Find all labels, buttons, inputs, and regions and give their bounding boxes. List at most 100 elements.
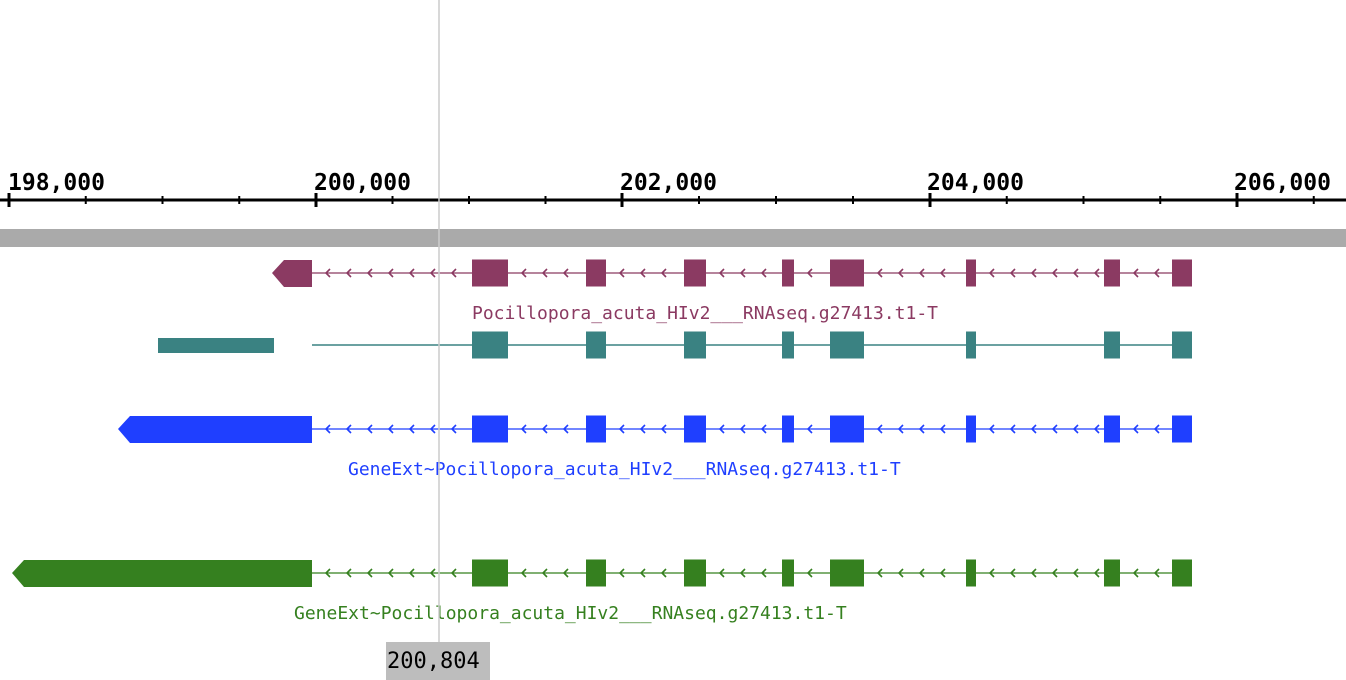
strand-chevron bbox=[1153, 268, 1160, 278]
ruler-tick-label: 204,000 bbox=[927, 170, 1024, 196]
ruler: 198,000 200,000 202,000 204,000 206,000 bbox=[0, 170, 1346, 207]
ruler-tick-label: 202,000 bbox=[620, 170, 717, 196]
strand-chevron bbox=[541, 568, 548, 578]
reference-sequence-bar[interactable] bbox=[0, 229, 1346, 247]
exon-block bbox=[684, 415, 706, 443]
strand-chevron bbox=[876, 568, 883, 578]
strand-chevron bbox=[450, 424, 457, 434]
strand-chevron bbox=[562, 424, 569, 434]
strand-chevron bbox=[366, 424, 373, 434]
strand-chevron bbox=[1009, 568, 1016, 578]
strand-chevron bbox=[408, 424, 415, 434]
exon-blocks bbox=[472, 331, 1192, 359]
strand-chevron bbox=[639, 568, 646, 578]
exon-block bbox=[1172, 559, 1192, 587]
strand-chevron bbox=[739, 268, 746, 278]
strand-chevron bbox=[718, 424, 725, 434]
strand-chevron bbox=[1051, 424, 1058, 434]
feature-name-label[interactable]: GeneExt~Pocillopora_acuta_HIv2___RNAseq.… bbox=[348, 459, 901, 480]
strand-chevron bbox=[897, 568, 904, 578]
strand-chevrons bbox=[324, 568, 1160, 578]
strand-chevron bbox=[806, 568, 813, 578]
exon-block bbox=[782, 259, 794, 287]
strand-chevron bbox=[897, 268, 904, 278]
exon-block bbox=[684, 559, 706, 587]
strand-chevron bbox=[520, 268, 527, 278]
exon-blocks bbox=[472, 559, 1192, 587]
strand-chevron bbox=[988, 424, 995, 434]
strand-chevron bbox=[806, 268, 813, 278]
strand-chevron bbox=[345, 268, 352, 278]
ruler-tick-label: 200,000 bbox=[314, 170, 411, 196]
strand-chevron bbox=[408, 268, 415, 278]
strand-chevron bbox=[660, 424, 667, 434]
strand-chevron bbox=[345, 424, 352, 434]
gene-feature-track-1[interactable]: Pocillopora_acuta_HIv2___RNAseq.g27413.t… bbox=[272, 259, 1192, 325]
strand-chevron bbox=[639, 424, 646, 434]
strand-chevron bbox=[739, 568, 746, 578]
strand-chevron bbox=[618, 568, 625, 578]
strand-chevron bbox=[1030, 424, 1037, 434]
strand-chevron bbox=[387, 568, 394, 578]
strand-chevron bbox=[1072, 268, 1079, 278]
exon-block bbox=[782, 559, 794, 587]
strand-chevrons bbox=[324, 268, 1160, 278]
exon-block bbox=[1172, 331, 1192, 359]
strand-chevron bbox=[541, 268, 548, 278]
gene-feature-track-4[interactable]: GeneExt~Pocillopora_acuta_HIv2___RNAseq.… bbox=[12, 559, 1192, 625]
strand-chevron bbox=[760, 268, 767, 278]
strand-chevron bbox=[660, 568, 667, 578]
strand-chevron bbox=[1072, 568, 1079, 578]
cursor-position-badge bbox=[386, 642, 490, 680]
exon-block bbox=[1104, 559, 1120, 587]
strand-chevron bbox=[1132, 268, 1139, 278]
exon-block bbox=[1104, 415, 1120, 443]
strand-chevron bbox=[918, 268, 925, 278]
strand-chevron bbox=[1093, 268, 1100, 278]
exon-block bbox=[966, 259, 976, 287]
ruler-tick-label: 198,000 bbox=[8, 170, 105, 196]
strand-chevron bbox=[387, 424, 394, 434]
strand-chevron bbox=[1030, 568, 1037, 578]
strand-chevron bbox=[324, 568, 331, 578]
strand-chevron bbox=[1009, 424, 1016, 434]
exon-block bbox=[966, 559, 976, 587]
strand-chevron bbox=[429, 424, 436, 434]
strand-chevrons bbox=[324, 424, 1160, 434]
strand-chevron bbox=[918, 568, 925, 578]
gene-feature-track-3[interactable]: GeneExt~Pocillopora_acuta_HIv2___RNAseq.… bbox=[118, 415, 1192, 481]
exon-start-arrow bbox=[118, 416, 312, 443]
strand-chevron bbox=[1153, 568, 1160, 578]
strand-chevron bbox=[1009, 268, 1016, 278]
strand-chevron bbox=[562, 568, 569, 578]
exon-block bbox=[966, 415, 976, 443]
exon-block bbox=[782, 331, 794, 359]
exon-block bbox=[830, 415, 864, 443]
strand-chevron bbox=[1132, 424, 1139, 434]
strand-chevron bbox=[1030, 268, 1037, 278]
strand-chevron bbox=[760, 568, 767, 578]
exon-block bbox=[586, 331, 606, 359]
strand-chevron bbox=[939, 268, 946, 278]
strand-chevron bbox=[366, 568, 373, 578]
cursor-position-label: 200,804 bbox=[387, 649, 480, 674]
strand-chevron bbox=[618, 268, 625, 278]
strand-chevron bbox=[876, 424, 883, 434]
feature-name-label[interactable]: GeneExt~Pocillopora_acuta_HIv2___RNAseq.… bbox=[294, 603, 847, 624]
exon-block bbox=[1104, 331, 1120, 359]
strand-chevron bbox=[806, 424, 813, 434]
exon-block bbox=[966, 331, 976, 359]
exon-blocks bbox=[472, 259, 1192, 287]
exon-block bbox=[1172, 415, 1192, 443]
exon-block bbox=[586, 259, 606, 287]
gene-feature-track-2[interactable] bbox=[158, 331, 1192, 359]
strand-chevron bbox=[1051, 568, 1058, 578]
ruler-major-ticks bbox=[7, 193, 1239, 207]
feature-name-label[interactable]: Pocillopora_acuta_HIv2___RNAseq.g27413.t… bbox=[472, 303, 938, 324]
exon-block bbox=[1172, 259, 1192, 287]
strand-chevron bbox=[1153, 424, 1160, 434]
strand-chevron bbox=[939, 568, 946, 578]
strand-chevron bbox=[429, 568, 436, 578]
